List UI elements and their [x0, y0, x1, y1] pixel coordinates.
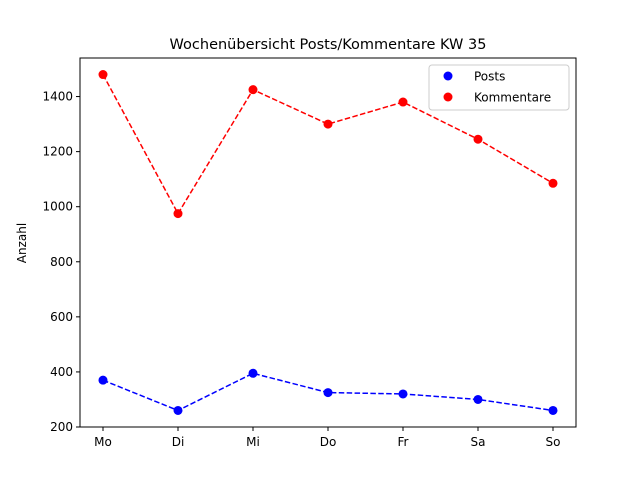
data-point-posts — [473, 394, 483, 404]
data-point-posts — [98, 375, 108, 385]
y-tick-label: 400 — [50, 365, 73, 379]
chart-title: Wochenübersicht Posts/Kommentare KW 35 — [170, 37, 487, 53]
y-tick-label: 1400 — [42, 90, 73, 104]
y-tick-label: 600 — [50, 310, 73, 324]
legend-box — [428, 64, 570, 111]
y-tick-label: 1200 — [42, 145, 73, 159]
x-tick-label: Di — [172, 435, 185, 449]
x-tick-label: Sa — [471, 435, 486, 449]
data-point-posts — [248, 368, 258, 378]
legend-label: Posts — [474, 70, 505, 84]
data-point-kommentare — [548, 178, 558, 188]
data-point-posts — [173, 405, 183, 415]
x-tick-label: Mi — [246, 435, 260, 449]
plot-frame — [79, 57, 577, 428]
x-tick-label: Do — [320, 435, 337, 449]
x-tick-label: Mo — [94, 435, 112, 449]
legend-label: Kommentare — [474, 91, 551, 105]
data-point-kommentare — [473, 134, 483, 144]
data-point-posts — [398, 389, 408, 399]
data-point-posts — [323, 388, 333, 398]
data-point-kommentare — [173, 209, 183, 219]
legend-marker-posts — [443, 71, 453, 81]
y-tick-label: 1000 — [42, 200, 73, 214]
data-point-kommentare — [398, 97, 408, 107]
y-tick-label: 800 — [50, 255, 73, 269]
y-axis-label: Anzahl — [15, 223, 29, 263]
legend-marker-kommentare — [443, 92, 453, 102]
x-tick-label: So — [546, 435, 561, 449]
data-point-posts — [548, 405, 558, 415]
data-point-kommentare — [98, 70, 108, 80]
y-tick-label: 200 — [50, 420, 73, 434]
x-tick-label: Fr — [398, 435, 409, 449]
data-point-kommentare — [323, 119, 333, 129]
legend: Posts Kommentare — [428, 64, 570, 111]
data-point-kommentare — [248, 85, 258, 95]
